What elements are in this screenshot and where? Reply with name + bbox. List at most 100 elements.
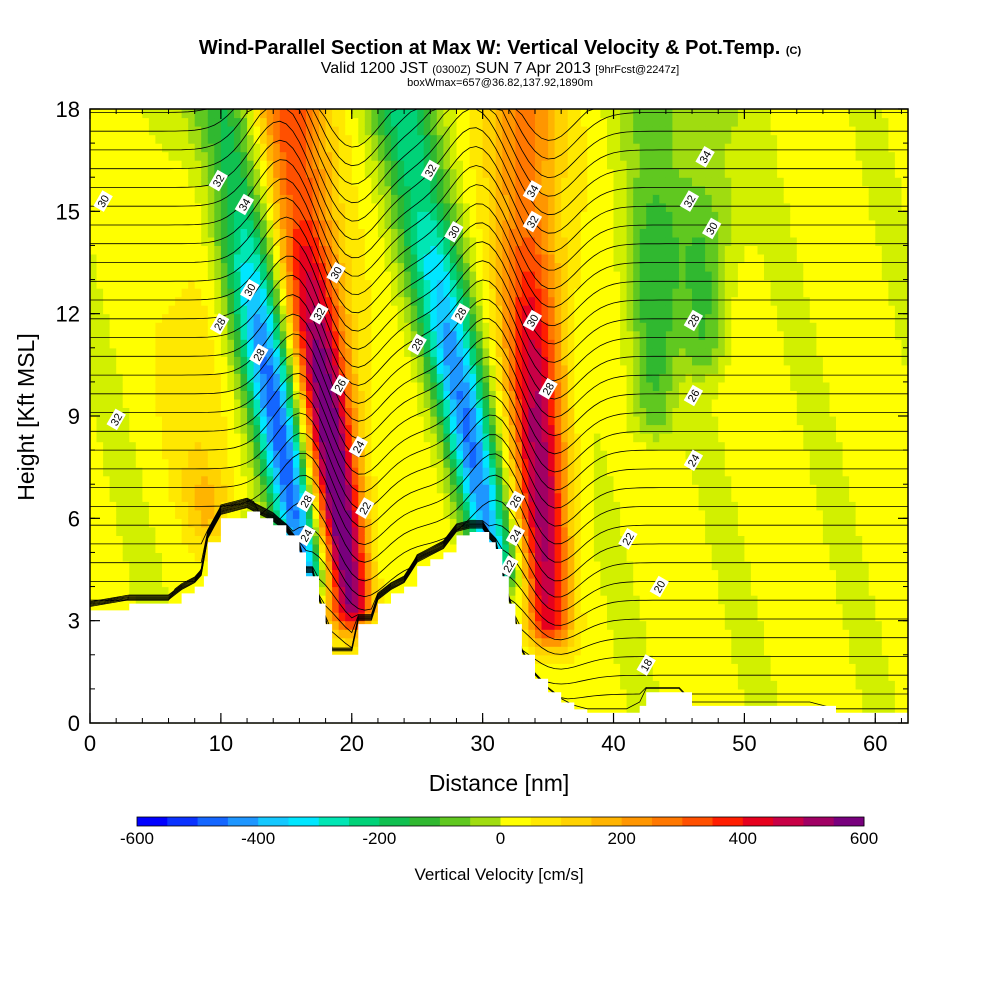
- theta-label: 28: [541, 381, 558, 398]
- colorbar-swatch: [167, 817, 199, 826]
- colorbar-swatch: [288, 817, 320, 826]
- colorbar-swatch: [227, 817, 259, 826]
- theta-contour: [90, 353, 908, 458]
- theta-label: 28: [299, 493, 316, 510]
- theta-contour: [90, 274, 908, 386]
- chart-subtitle: Valid 1200 JST (0300Z) SUN 7 Apr 2013 [9…: [320, 60, 680, 77]
- theta-contour: [90, 197, 908, 314]
- colorbar-swatch: [591, 817, 623, 826]
- y-tick-label: 6: [68, 506, 80, 531]
- colorbar-swatch: [773, 817, 804, 826]
- theta-contour: [90, 372, 908, 475]
- colorbar-swatch: [682, 817, 714, 826]
- theta-contour: [90, 178, 908, 295]
- theta-label: 28: [686, 313, 703, 330]
- theta-label: 22: [501, 558, 518, 575]
- colorbar-swatch: [137, 817, 168, 826]
- x-tick-label: 30: [470, 731, 494, 756]
- theta-label: 32: [211, 173, 228, 190]
- theta-label: 24: [299, 528, 316, 545]
- x-tick-label: 40: [601, 731, 625, 756]
- colorbar-swatch: [652, 817, 683, 826]
- colorbar-tick-label: -400: [241, 829, 275, 848]
- theta-label: 32: [312, 306, 329, 323]
- y-axis-label: Height [Kft MSL]: [13, 333, 39, 500]
- colorbar-swatch: [500, 817, 532, 826]
- theta-contour: [90, 412, 908, 510]
- theta-contour: [90, 500, 908, 612]
- theta-contour: [90, 474, 908, 563]
- theta-label: 18: [639, 657, 656, 674]
- theta-label: 30: [96, 193, 113, 210]
- colorbar-label: Vertical Velocity [cm/s]: [414, 865, 583, 884]
- theta-labels: 30 32 32 34 30 28 28 30 32 26 24 22 28 24 32 30 28 28 26 24…: [93, 146, 722, 676]
- theta-label: 24: [508, 528, 525, 545]
- x-tick-label: 50: [732, 731, 756, 756]
- theta-contour: [90, 333, 908, 440]
- colorbar-swatch: [833, 817, 865, 826]
- colorbar-swatch: [561, 817, 592, 826]
- theta-label: 28: [410, 337, 427, 354]
- colorbar-swatch: [470, 817, 501, 826]
- theta-label: 26: [508, 493, 525, 510]
- theta-label: 28: [212, 316, 229, 333]
- x-tick-label: 0: [84, 731, 96, 756]
- theta-label: 30: [704, 221, 721, 238]
- y-tick-label: 3: [68, 609, 80, 634]
- y-tick-label: 0: [68, 711, 80, 736]
- theta-label: 20: [652, 579, 669, 596]
- chart-box-info: boxWmax=657@36.82,137.92,1890m: [407, 77, 593, 89]
- y-tick-label: 12: [56, 302, 80, 327]
- colorbar-tick-label: 0: [496, 829, 505, 848]
- colorbar: -600 -400 -200 0 200 400 600: [120, 816, 878, 848]
- colorbar-swatch: [742, 817, 774, 826]
- theta-contour: [90, 139, 908, 259]
- colorbar-tick-label: -200: [362, 829, 396, 848]
- colorbar-swatch: [712, 817, 744, 826]
- theta-contour: [90, 498, 908, 582]
- theta-label: 22: [357, 500, 374, 517]
- colorbar-swatch: [409, 817, 441, 826]
- theta-label: 24: [686, 452, 703, 469]
- colorbar-swatch: [530, 817, 562, 826]
- theta-label: 30: [242, 282, 259, 299]
- theta-contour: [90, 159, 908, 277]
- colorbar-tick-label: 400: [729, 829, 757, 848]
- colorbar-swatch: [803, 817, 835, 826]
- y-tick-label: 18: [56, 97, 80, 122]
- theta-label: 30: [329, 265, 346, 282]
- colorbar-swatch: [197, 817, 229, 826]
- theta-contour: [90, 432, 908, 528]
- x-tick-label: 10: [209, 731, 233, 756]
- colorbar-swatch: [349, 817, 380, 826]
- theta-label: 28: [251, 347, 268, 364]
- colorbar-swatch: [258, 817, 289, 826]
- theta-label: 26: [333, 377, 350, 394]
- colorbar-swatch: [379, 817, 411, 826]
- terrain-mask: [90, 511, 908, 723]
- theta-label: 30: [446, 224, 463, 241]
- theta-label: 34: [237, 197, 254, 214]
- x-tick-label: 20: [340, 731, 364, 756]
- theta-contour: [90, 255, 908, 368]
- theta-label: 22: [621, 531, 638, 548]
- terrain: [90, 511, 908, 723]
- theta-label: 34: [698, 149, 715, 166]
- theta-contour: [90, 313, 908, 422]
- theta-label: 30: [525, 313, 542, 330]
- theta-contour: [90, 294, 908, 404]
- theta-contour: [90, 453, 908, 546]
- x-axis-label: Distance [nm]: [429, 770, 570, 796]
- axes: 0 10 20 30 40 50 60 0 3 6 9 12 15 18: [56, 97, 909, 756]
- theta-label: 26: [686, 388, 703, 405]
- theta-label: 34: [525, 183, 542, 200]
- theta-label: 24: [351, 439, 368, 456]
- theta-contour: [90, 216, 908, 332]
- theta-label: 32: [525, 214, 542, 231]
- colorbar-tick-label: 200: [607, 829, 635, 848]
- chart-title: Wind-Parallel Section at Max W: Vertical…: [198, 37, 802, 59]
- theta-contour: [90, 108, 908, 204]
- colorbar-swatch: [318, 817, 350, 826]
- colorbar-tick-label: -600: [120, 829, 154, 848]
